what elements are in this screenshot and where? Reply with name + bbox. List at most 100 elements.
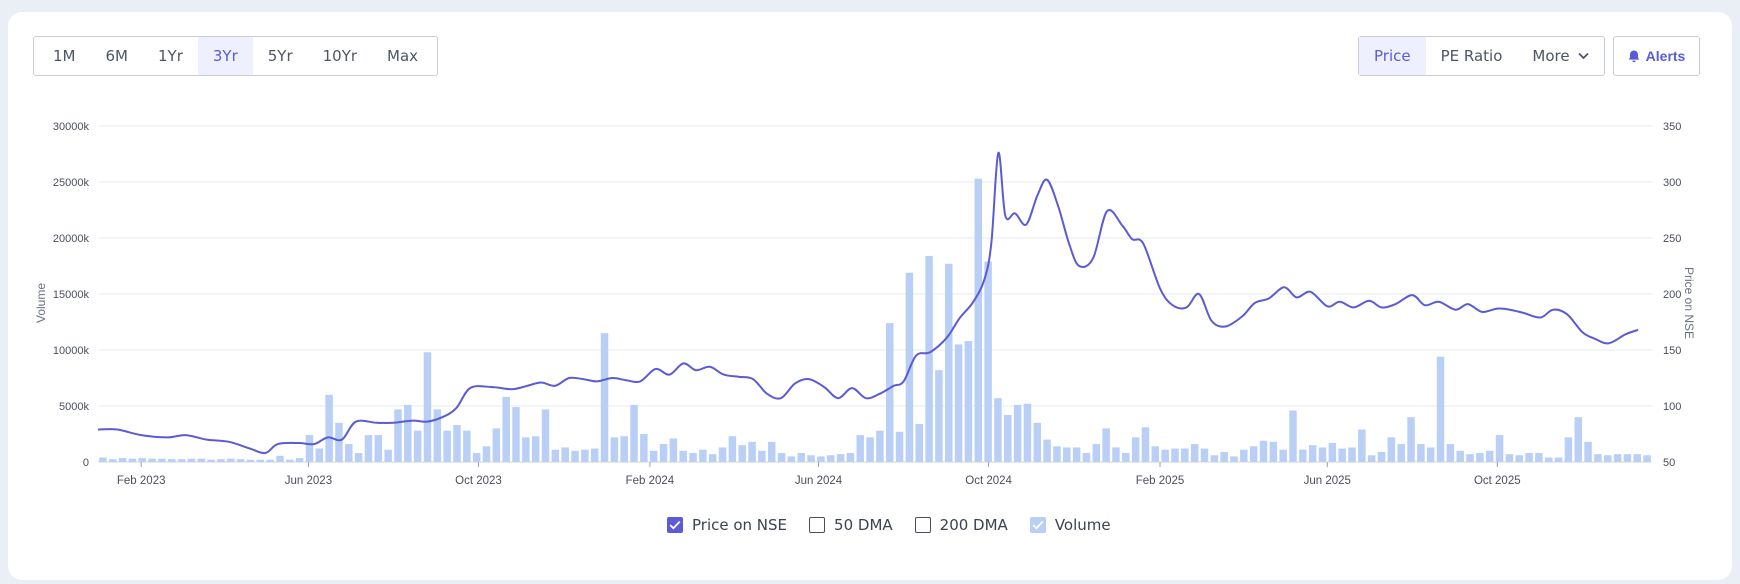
checkbox-checked-icon[interactable] [1029,517,1046,533]
volume-bar [433,409,442,462]
y2-tick-label: 350 [1663,121,1681,133]
volume-bar [1426,447,1435,462]
volume-bar [1082,453,1091,462]
volume-bar [325,394,333,462]
volume-bar [315,448,324,462]
bell-icon [1628,50,1639,62]
pe-ratio-tab[interactable]: PE Ratio [1440,47,1503,65]
legend-label: 200 DMA [939,516,1008,534]
y-tick-label: 5000k [59,401,89,413]
volume-bar [276,455,284,462]
volume-bar [630,404,638,462]
volume-bar [1574,417,1582,462]
volume-bar [1623,454,1632,462]
x-tick-label: Oct 2023 [455,475,502,487]
volume-bar [1515,455,1523,462]
volume-bar [1033,422,1042,462]
period-10yr-button[interactable]: 10Yr [322,47,358,65]
alerts-label: Alerts [1645,48,1686,64]
volume-bar [1348,447,1356,462]
volume-bar [246,459,255,462]
volume-bar [738,445,746,462]
y-tick-label: 30000k [53,121,90,133]
period-max-button[interactable]: Max [387,47,419,65]
volume-bar [1220,451,1228,462]
right-y-axis: 50 100 150 200 250 300 350 [1663,121,1681,469]
y-tick-label: 25000k [53,177,90,189]
volume-bar [1604,455,1612,462]
volume-bar [1131,437,1140,462]
volume-bar [856,435,864,462]
volume-bar [1377,451,1386,462]
volume-bar [1338,448,1346,462]
volume-bar [502,397,510,462]
volume-bar [590,448,599,462]
legend-200dma[interactable]: 200 DMA [914,516,1008,534]
volume-bar [1485,450,1494,462]
volume-bar [335,422,343,462]
volume-bar [1289,410,1297,462]
volume-bar [1308,445,1317,462]
volume-bar [767,441,776,462]
legend-volume[interactable]: Volume [1029,516,1111,534]
alerts-button[interactable]: Alerts [1613,36,1700,76]
volume-bar [1161,449,1169,462]
volume-bar [846,453,855,462]
volume-bar [158,458,166,462]
period-5yr-button[interactable]: 5Yr [267,47,293,65]
y2-tick-label: 100 [1663,401,1681,413]
y2-axis-label: Price on NSE [1682,267,1696,339]
volume-bar [453,425,461,462]
volume-bar [964,341,973,462]
volume-bar [286,459,294,462]
x-tick-label: Feb 2024 [626,475,675,487]
checkbox-icon[interactable] [914,517,931,533]
checkbox-icon[interactable] [809,517,826,533]
period-1yr-button[interactable]: 1Yr [158,47,183,65]
y2-tick-label: 300 [1663,177,1681,189]
legend-label: Price on NSE [692,516,788,534]
legend-50dma[interactable]: 50 DMA [809,516,893,534]
period-3yr-button[interactable]: 3Yr [197,37,253,75]
volume-bar [1249,446,1258,462]
volume-bar [354,453,363,462]
volume-bar [1122,453,1130,462]
volume-bar [649,450,658,462]
volume-bar [758,450,766,462]
left-y-axis: 0 5000k 10000k 15000k 20000k 25000k 30000k [53,121,90,469]
volume-bar [1072,447,1081,462]
more-dropdown[interactable]: More [1517,37,1603,75]
volume-bar [1112,447,1120,462]
checkbox-checked-icon[interactable] [667,517,683,533]
period-selector: 1M 6M 1Yr 3Yr 5Yr 10Yr Max [33,36,439,76]
x-tick-label: Feb 2023 [117,475,166,487]
price-volume-chart: 0 5000k 10000k 15000k 20000k 25000k 30000k 50 1… [34,121,1696,487]
volume-bar [1564,437,1573,462]
period-1m-button[interactable]: 1M [53,47,76,65]
volume-bar [1446,444,1455,462]
volume-bar [1181,448,1189,462]
volume-bars [99,178,1651,462]
volume-bar [492,428,501,462]
chevron-down-icon [1577,52,1589,60]
volume-bar [669,438,678,462]
volume-bar [227,458,235,462]
volume-bar [827,455,835,462]
y2-tick-label: 200 [1663,289,1681,301]
price-tab[interactable]: Price [1359,37,1426,75]
x-axis: Feb 2023 Jun 2023 Oct 2023 Feb 2024 Jun 2024… [117,462,1521,487]
volume-bar [1053,446,1061,462]
y2-tick-label: 250 [1663,233,1681,245]
volume-bar [708,454,717,462]
legend-price[interactable]: Price on NSE [667,516,787,534]
volume-bar [787,456,796,462]
volume-bar [620,436,628,462]
chart-legend: Price on NSE 50 DMA 200 DMA Volume [667,516,1133,534]
period-6m-button[interactable]: 6M [105,47,129,65]
volume-bar [886,323,894,462]
volume-bar [1495,435,1504,462]
volume-bar [541,409,550,462]
volume-bar [689,453,697,462]
volume-bar [817,456,825,462]
volume-bar [99,457,107,462]
